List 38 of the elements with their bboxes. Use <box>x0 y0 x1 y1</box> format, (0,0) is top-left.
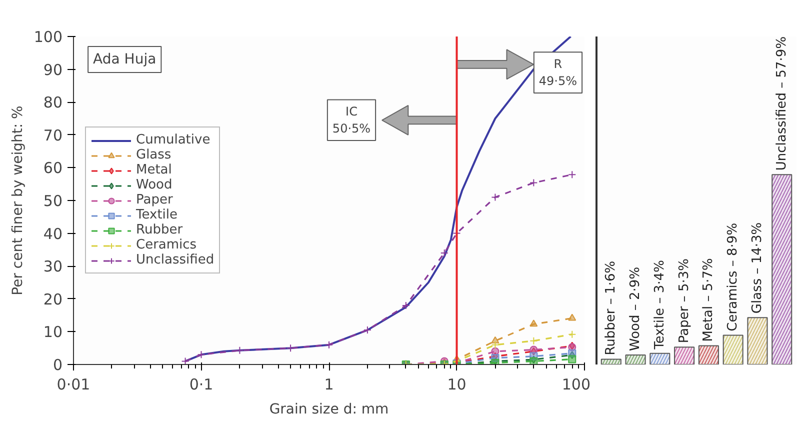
annotation: IC 50·5% <box>332 104 371 136</box>
category-label: Rubber – 1·6% <box>604 260 619 356</box>
y-tick-label: 100 <box>34 28 63 46</box>
legend-label: Unclassified <box>136 252 214 268</box>
category-label: Unclassified – 57·9% <box>774 36 790 171</box>
legend-label: Wood <box>136 178 172 192</box>
y-tick-label: 0 <box>52 356 63 374</box>
legend-label: Glass <box>136 148 172 162</box>
x-tick-label: 0·01 <box>56 376 90 394</box>
x-tick-label: 10 <box>447 376 466 394</box>
x-tick-label: 0·1 <box>189 376 214 394</box>
y-tick-label: 30 <box>43 258 63 276</box>
x-tick-label: 1 <box>324 376 334 394</box>
y-tick-label: 80 <box>43 94 63 112</box>
category-label: Wood – 2·9% <box>628 266 644 351</box>
y-axis-title: Per cent finer by weight: % <box>10 106 26 296</box>
x-axis-title: Grain size d: mm <box>269 402 389 418</box>
legend-label: Rubber <box>136 222 183 238</box>
category-label: Textile – 3·4% <box>652 260 668 350</box>
y-tick-label: 70 <box>43 126 63 144</box>
legend-label: Ceramics <box>136 238 197 252</box>
y-tick-label: 20 <box>43 290 63 308</box>
category-label: Ceramics – 8·9% <box>726 222 741 332</box>
legend-label: Cumulative <box>136 132 210 148</box>
x-tick-label: 100 <box>562 376 591 394</box>
y-tick-label: 60 <box>43 159 63 178</box>
category-label: Paper – 5·3% <box>676 258 692 344</box>
category-label: Glass – 14·3% <box>750 222 765 314</box>
legend-label: Paper <box>136 192 173 208</box>
y-tick-label: 50 <box>43 192 63 210</box>
y-tick-label: 40 <box>43 224 63 243</box>
annotation: R 49·5% <box>538 57 578 88</box>
y-tick-label: 10 <box>43 323 63 342</box>
category-label: Metal – 5·7% <box>701 258 716 342</box>
y-tick-label: 90 <box>43 60 63 79</box>
legend-label: Metal <box>136 162 172 178</box>
annotation: Ada Huja <box>93 51 156 68</box>
legend-label: Textile <box>136 208 178 222</box>
